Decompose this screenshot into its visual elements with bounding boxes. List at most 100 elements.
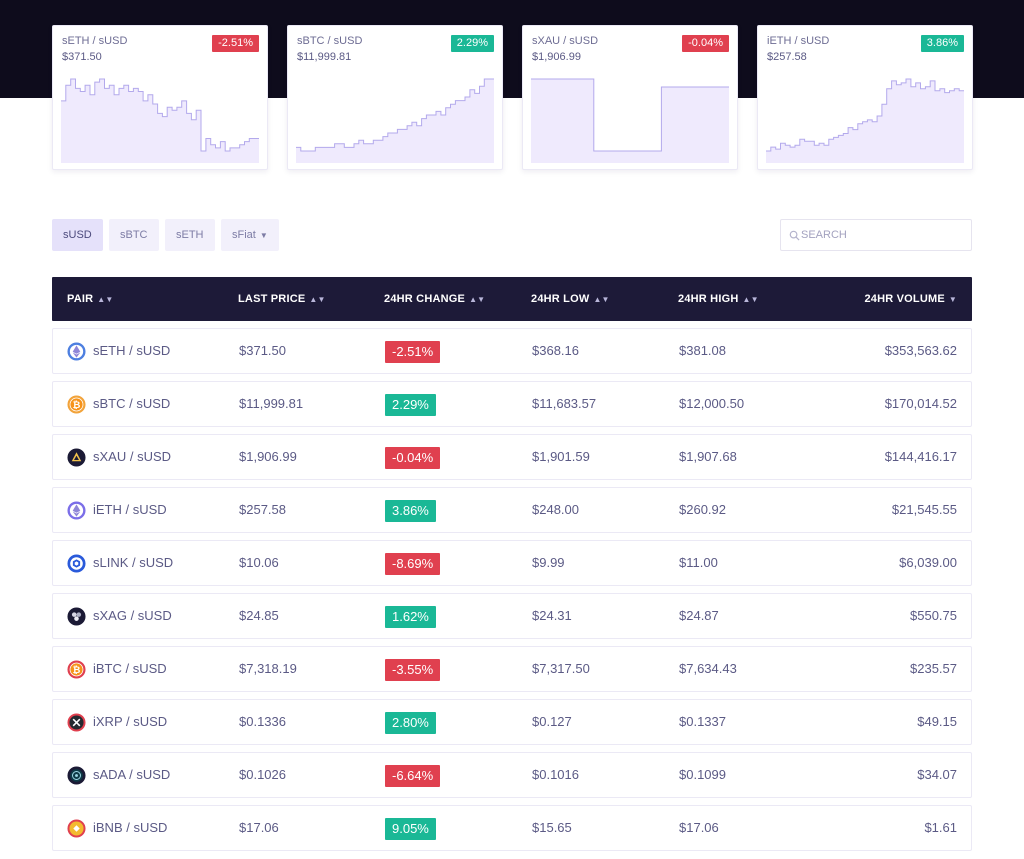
table-row[interactable]: ₿ iBTC / sUSD $7,318.19 -3.55% $7,317.50… xyxy=(52,646,972,692)
header-label: LAST PRICE xyxy=(238,293,306,305)
market-card[interactable]: sETH / sUSD $371.50 -2.51% xyxy=(52,25,268,170)
card-price: $257.58 xyxy=(767,51,807,63)
svg-text:₿: ₿ xyxy=(73,400,81,411)
card-pair: sBTC / sUSD xyxy=(297,35,363,47)
market-cards: sETH / sUSD $371.50 -2.51% sBTC / sUSD $… xyxy=(52,25,973,170)
market-card[interactable]: sXAU / sUSD $1,906.99 -0.04% xyxy=(522,25,738,170)
table-row[interactable]: iETH / sUSD $257.58 3.86% $248.00 $260.9… xyxy=(52,487,972,533)
change-badge: -6.64% xyxy=(385,765,441,787)
card-change-badge: 3.86% xyxy=(920,35,964,52)
filter-sbtc[interactable]: sBTC xyxy=(109,219,159,251)
high-price: $0.1099 xyxy=(679,767,726,782)
change-badge: 2.29% xyxy=(385,394,436,416)
ethereum-icon xyxy=(67,342,86,361)
gold-icon xyxy=(67,448,86,467)
chevron-down-icon: ▼ xyxy=(259,231,268,240)
filter-seth[interactable]: sETH xyxy=(165,219,215,251)
filter-sfiat-dropdown[interactable]: sFiat ▼ xyxy=(221,219,279,251)
high-price: $12,000.50 xyxy=(679,396,745,411)
volume: $353,563.62 xyxy=(884,343,957,358)
market-card[interactable]: sBTC / sUSD $11,999.81 2.29% xyxy=(287,25,503,170)
change-badge: -8.69% xyxy=(385,553,441,575)
pair-name: sLINK / sUSD xyxy=(93,555,174,570)
search-icon xyxy=(789,230,800,241)
sort-24hr-high[interactable]: 24HR HIGH ▲▼ xyxy=(678,277,759,321)
change-badge: 3.86% xyxy=(385,500,436,522)
sparkline-line xyxy=(61,78,259,152)
search-box[interactable] xyxy=(780,219,972,251)
high-price: $260.92 xyxy=(679,502,726,517)
high-price: $1,907.68 xyxy=(679,449,737,464)
sort-icon: ▲▼ xyxy=(97,295,114,304)
change-badge: -3.55% xyxy=(385,659,441,681)
pair-name: iETH / sUSD xyxy=(93,502,167,517)
low-price: $11,683.57 xyxy=(532,396,597,411)
cardano-icon xyxy=(67,766,86,785)
high-price: $17.06 xyxy=(679,820,719,835)
pair-name: sADA / sUSD xyxy=(93,767,171,782)
pair-name: sBTC / sUSD xyxy=(93,396,171,411)
table-row[interactable]: sADA / sUSD $0.1026 -6.64% $0.1016 $0.10… xyxy=(52,752,972,798)
sort-icon: ▲▼ xyxy=(742,295,759,304)
last-price: $7,318.19 xyxy=(239,661,297,676)
table-row[interactable]: sETH / sUSD $371.50 -2.51% $368.16 $381.… xyxy=(52,328,972,374)
card-price: $371.50 xyxy=(62,51,102,63)
table-row[interactable]: iXRP / sUSD $0.1336 2.80% $0.127 $0.1337… xyxy=(52,699,972,745)
change-badge: -0.04% xyxy=(385,447,441,469)
market-card[interactable]: iETH / sUSD $257.58 3.86% xyxy=(757,25,973,170)
low-price: $9.99 xyxy=(532,555,565,570)
svg-text:₿: ₿ xyxy=(73,665,81,676)
change-badge: 1.62% xyxy=(385,606,436,628)
table-row[interactable]: ₿ sBTC / sUSD $11,999.81 2.29% $11,683.5… xyxy=(52,381,972,427)
xrp-icon xyxy=(67,713,86,732)
card-change-badge: 2.29% xyxy=(450,35,494,52)
low-price: $1,901.59 xyxy=(532,449,590,464)
volume: $34.07 xyxy=(917,767,957,782)
sort-icon: ▲▼ xyxy=(593,295,610,304)
last-price: $10.06 xyxy=(239,555,279,570)
high-price: $11.00 xyxy=(679,555,718,570)
pair-name: iBTC / sUSD xyxy=(93,661,167,676)
sparkline-line xyxy=(766,78,964,152)
binance-icon xyxy=(67,819,86,838)
last-price: $11,999.81 xyxy=(239,396,304,411)
volume: $21,545.55 xyxy=(891,502,957,517)
card-sparkline xyxy=(766,78,964,163)
low-price: $24.31 xyxy=(532,608,572,623)
sort-last-price[interactable]: LAST PRICE ▲▼ xyxy=(238,277,326,321)
change-badge: 2.80% xyxy=(385,712,436,734)
filter-label: sFiat xyxy=(232,229,256,241)
low-price: $0.1016 xyxy=(532,767,579,782)
table-row[interactable]: sXAU / sUSD $1,906.99 -0.04% $1,901.59 $… xyxy=(52,434,972,480)
card-change-badge: -2.51% xyxy=(212,35,259,52)
sparkline-area xyxy=(531,79,729,163)
sort-24hr-low[interactable]: 24HR LOW ▲▼ xyxy=(531,277,610,321)
last-price: $371.50 xyxy=(239,343,286,358)
sort-24hr-volume[interactable]: 24HR VOLUME ▼ xyxy=(864,277,957,321)
table-row[interactable]: iBNB / sUSD $17.06 9.05% $15.65 $17.06 $… xyxy=(52,805,972,851)
table-row[interactable]: sXAG / sUSD $24.85 1.62% $24.31 $24.87 $… xyxy=(52,593,972,639)
last-price: $24.85 xyxy=(239,608,279,623)
sparkline-area xyxy=(766,79,964,163)
volume: $49.15 xyxy=(917,714,957,729)
filter-label: sETH xyxy=(176,229,204,241)
silver-icon xyxy=(67,607,86,626)
low-price: $248.00 xyxy=(532,502,579,517)
last-price: $1,906.99 xyxy=(239,449,297,464)
last-price: $17.06 xyxy=(239,820,279,835)
table-row[interactable]: sLINK / sUSD $10.06 -8.69% $9.99 $11.00 … xyxy=(52,540,972,586)
volume: $550.75 xyxy=(910,608,957,623)
header-label: 24HR HIGH xyxy=(678,293,739,305)
high-price: $381.08 xyxy=(679,343,726,358)
bitcoin-icon: ₿ xyxy=(67,395,86,414)
volume: $6,039.00 xyxy=(899,555,957,570)
header-label: 24HR LOW xyxy=(531,293,590,305)
sort-pair[interactable]: PAIR ▲▼ xyxy=(67,277,114,321)
card-sparkline xyxy=(61,78,259,163)
sort-24hr-change[interactable]: 24HR CHANGE ▲▼ xyxy=(384,277,485,321)
search-input[interactable] xyxy=(801,220,969,250)
last-price: $0.1026 xyxy=(239,767,286,782)
sparkline-area xyxy=(296,79,494,163)
pair-name: iBNB / sUSD xyxy=(93,820,168,835)
filter-susd[interactable]: sUSD xyxy=(52,219,103,251)
